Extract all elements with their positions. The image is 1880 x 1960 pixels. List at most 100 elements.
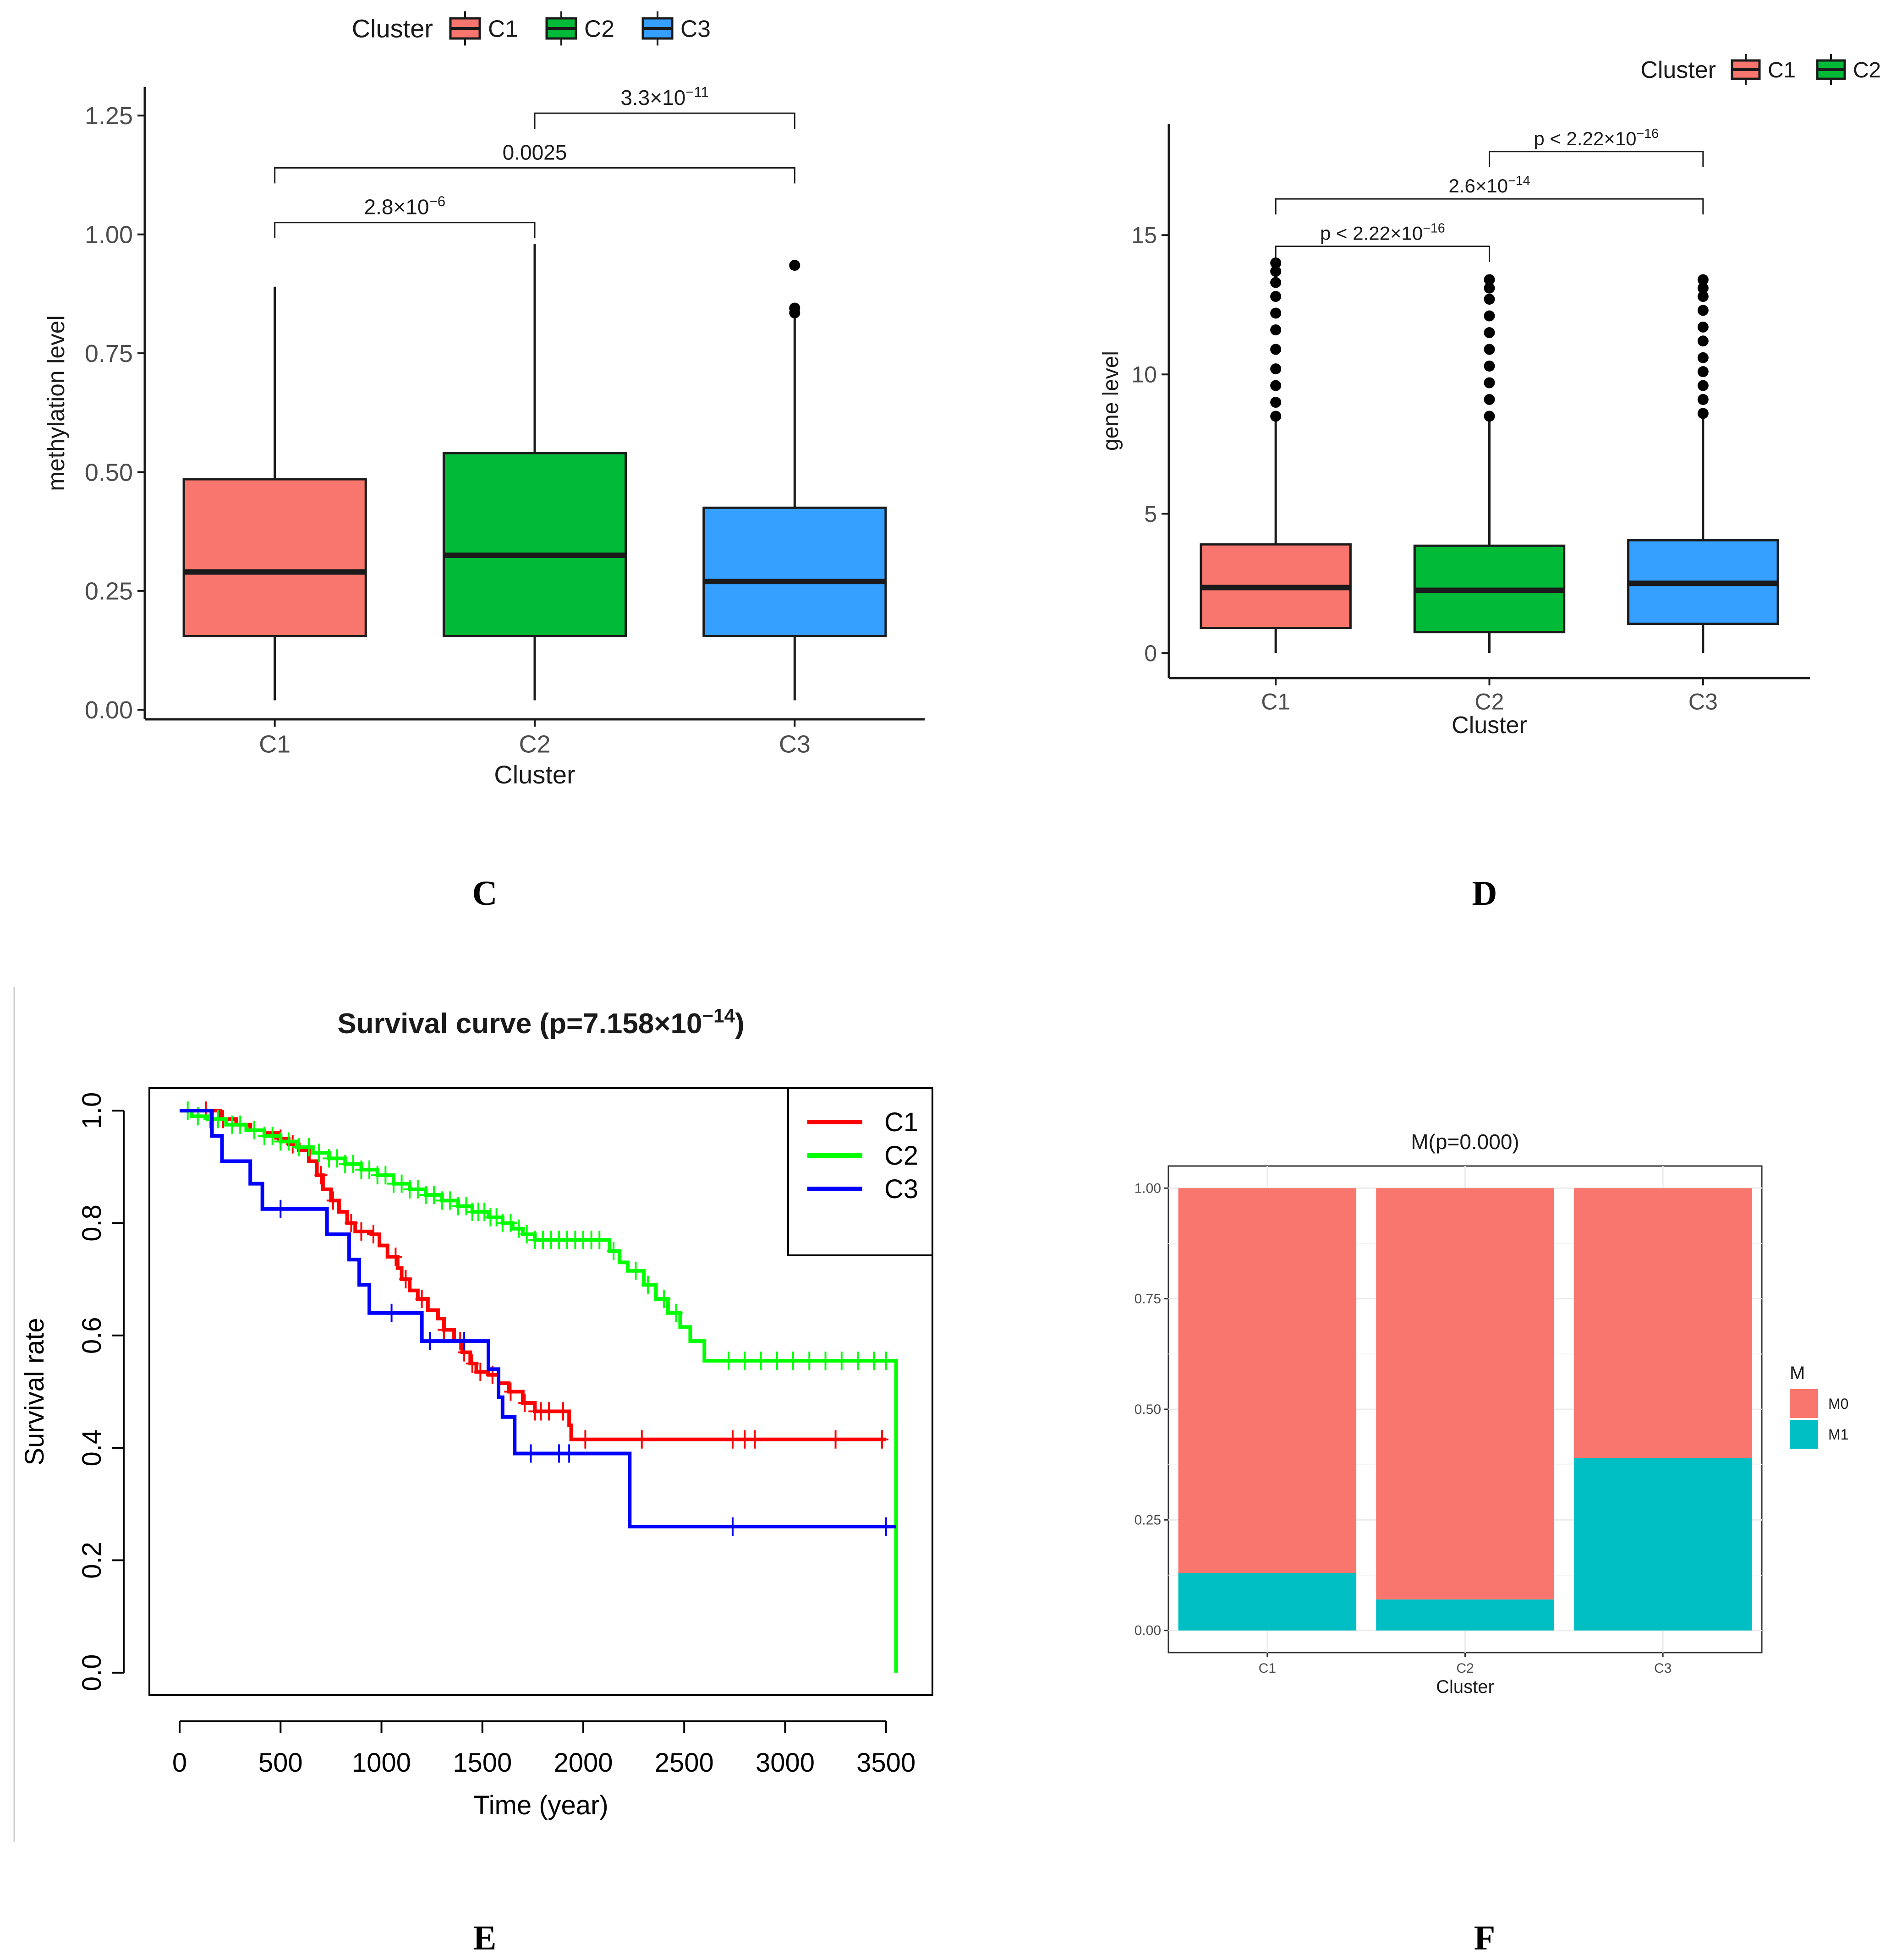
km-curve (180, 1109, 896, 1528)
legend-label-m1: M1 (1828, 1426, 1848, 1443)
x-tick-label: C3 (1688, 689, 1718, 715)
panel-label-f: F (1474, 1919, 1495, 1957)
comparison-p-label-2: 2.6×10−14 (1448, 174, 1530, 197)
outlier-point (1484, 377, 1495, 389)
outlier-point (1697, 274, 1709, 285)
censor-mark (355, 1222, 368, 1241)
legend-f: M M0 M1 (1790, 1363, 1848, 1449)
comparison-p-label-1-exp: −16 (1423, 221, 1445, 236)
box-iqr (702, 506, 887, 637)
legend-key-c1 (1731, 54, 1761, 85)
panel-label-e: E (473, 1919, 497, 1957)
legend-key-c1 (449, 11, 481, 46)
outlier-point (1697, 290, 1709, 302)
censor-mark (738, 1352, 751, 1370)
censor-mark (875, 1430, 888, 1449)
x-axis-title: Time (year) (473, 1790, 608, 1820)
censor-mark (415, 1290, 428, 1308)
y-tick-label: 0.2 (77, 1542, 107, 1579)
box-c2 (1413, 274, 1566, 653)
legend-label-c2: C2 (1853, 58, 1880, 82)
x-tick-label: C2 (1475, 689, 1504, 715)
x-tick-label: 2000 (554, 1748, 613, 1778)
outlier-point (1484, 274, 1495, 285)
outlier-point (1697, 335, 1709, 347)
x-axis-title: Cluster (1452, 712, 1527, 739)
censor-mark (367, 1225, 380, 1243)
chart-title-e: Survival curve (p=7.158×10−14) (337, 1005, 744, 1040)
outlier-point (1270, 397, 1282, 408)
censor-mark (879, 1517, 893, 1536)
y-axis-title: gene level (1099, 351, 1123, 451)
comparison-p-label-2: 0.0025 (503, 140, 567, 164)
censor-mark (385, 1303, 398, 1322)
x-tick-label: C2 (519, 731, 550, 758)
censor-mark (438, 1320, 451, 1339)
outlier-point (1484, 360, 1495, 372)
outlier-point (1697, 305, 1709, 316)
censor-mark (395, 1174, 408, 1193)
y-tick-label: 5 (1144, 501, 1157, 527)
bar-c2-m0 (1376, 1188, 1554, 1600)
outlier-point (1270, 277, 1282, 288)
comparison-p-label-3-base: 3.3×10 (620, 86, 685, 109)
comparison-p-label-1-base: p < 2.22×10 (1320, 223, 1423, 244)
comparison-bracket-1: p < 2.22×10−16 (1275, 221, 1490, 262)
x-tick-label: 1500 (453, 1748, 512, 1778)
legend-title: Cluster (352, 14, 433, 43)
censor-mark (282, 1132, 295, 1151)
y-tick-label: 1.25 (85, 102, 133, 130)
censor-mark (312, 1144, 325, 1162)
y-tick-label: 1.00 (1135, 1181, 1161, 1196)
outlier-point (1270, 257, 1282, 269)
censor-mark (363, 1160, 376, 1179)
box-iqr (182, 478, 367, 637)
censor-mark (399, 1270, 412, 1289)
legend-key-c2 (1816, 54, 1846, 85)
legend-label-c3: C3 (680, 15, 711, 42)
outlier-point (1270, 380, 1282, 391)
bracket-line (1275, 198, 1704, 215)
legend-label-m0: M0 (1828, 1396, 1848, 1412)
chart-title-e-close: ) (735, 1008, 745, 1040)
censor-mark (234, 1115, 247, 1134)
censor-mark (274, 1199, 287, 1218)
y-tick-label: 0.6 (77, 1317, 107, 1354)
censor-mark (641, 1276, 654, 1294)
censor-mark (444, 1191, 457, 1210)
x-tick-label: 500 (258, 1748, 303, 1778)
y-tick-label: 0.00 (85, 696, 133, 724)
x-tick-label: 3500 (856, 1748, 915, 1778)
legend-label-c1: C1 (884, 1107, 918, 1137)
censor-mark (787, 1352, 800, 1370)
censor-mark (504, 1382, 517, 1401)
comparison-p-label-2-exp: −14 (1508, 174, 1530, 188)
outlier-point (1270, 363, 1282, 375)
km-series-c3 (180, 1109, 896, 1536)
bar-c3-m0 (1573, 1188, 1752, 1458)
censor-mark (266, 1127, 279, 1145)
bracket-line (274, 167, 795, 184)
comparison-p-label-2-base: 0.0025 (503, 140, 567, 164)
box-c3 (1627, 274, 1779, 653)
box-iqr (442, 452, 627, 637)
comparison-bracket-3: 3.3×10−11 (534, 84, 795, 129)
x-tick-label: 1000 (352, 1748, 411, 1778)
legend-label-c2: C2 (584, 15, 614, 42)
y-tick-label: 0.25 (1135, 1512, 1161, 1527)
legend-key-c3 (641, 11, 674, 46)
outlier-point (1697, 366, 1709, 378)
panel-f-m-stage-barplot: M(p=0.000) 0.00 0.25 0.50 0.75 1.00 C1 C2 C3 Clus… (1135, 1130, 1849, 1697)
comparison-p-label-3-exp: −11 (685, 84, 709, 100)
legend-label-c2: C2 (884, 1141, 918, 1171)
bar-c1-m0 (1178, 1188, 1357, 1573)
x-tick-label: 2500 (655, 1748, 714, 1778)
outlier-point (1484, 310, 1495, 322)
bar-c1-m1 (1178, 1573, 1357, 1631)
chart-title-f: M(p=0.000) (1411, 1130, 1519, 1154)
outlier-point (1697, 408, 1709, 419)
bracket-line (1489, 151, 1704, 167)
censor-mark (722, 1352, 735, 1370)
